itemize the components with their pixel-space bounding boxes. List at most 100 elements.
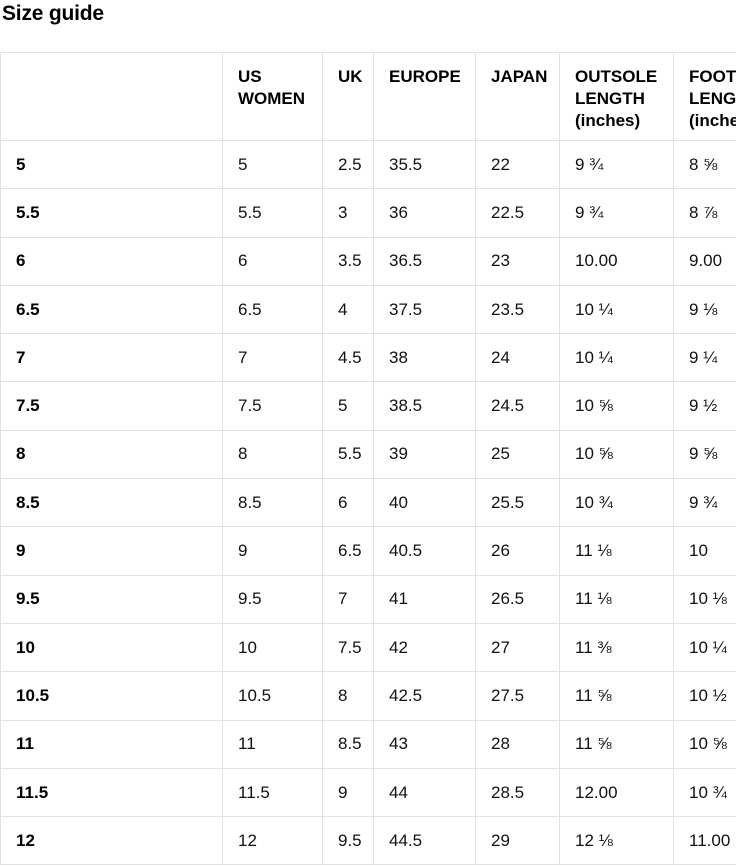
table-row: 11.5 11.5 9 44 28.5 12.00 10 ¾	[0, 767, 736, 818]
table-row: 6.5 6.5 4 37.5 23.5 10 ¼ 9 ⅛	[0, 284, 736, 335]
cell-us-women: 6.5	[222, 284, 323, 335]
cell-us-women: 7.5	[222, 381, 323, 431]
table-row: 11 11 8.5 43 28 11 ⅝ 10 ⅝	[0, 719, 736, 769]
cell-uk: 9	[322, 767, 374, 818]
cell-size: 6	[0, 236, 223, 286]
cell-foot-length: 9 ⅝	[673, 429, 736, 480]
cell-uk: 7	[322, 574, 374, 624]
cell-europe: 42	[373, 622, 476, 673]
cell-japan: 25.5	[475, 478, 560, 528]
cell-europe: 41	[373, 574, 476, 624]
cell-size: 8.5	[0, 478, 223, 528]
col-header-us-women: US WOMEN	[222, 52, 323, 141]
cell-foot-length: 10 ¼	[673, 622, 736, 673]
cell-foot-length: 10 ⅛	[673, 574, 736, 624]
cell-japan: 22	[475, 139, 560, 190]
cell-size: 7.5	[0, 381, 223, 431]
cell-uk: 8.5	[322, 719, 374, 769]
table-row: 8.5 8.5 6 40 25.5 10 ¾ 9 ¾	[0, 478, 736, 528]
cell-size: 7	[0, 333, 223, 383]
cell-uk: 2.5	[322, 139, 374, 190]
cell-uk: 5	[322, 381, 374, 431]
cell-europe: 39	[373, 429, 476, 480]
cell-europe: 38	[373, 333, 476, 383]
cell-us-women: 5	[222, 139, 323, 190]
cell-outsole-length: 11 ⅝	[559, 719, 674, 769]
cell-japan: 23.5	[475, 284, 560, 335]
cell-size: 9	[0, 526, 223, 576]
cell-europe: 44	[373, 767, 476, 818]
cell-size: 5	[0, 139, 223, 190]
cell-uk: 8	[322, 671, 374, 721]
table-row: 5.5 5.5 3 36 22.5 9 ¾ 8 ⅞	[0, 188, 736, 238]
cell-size: 11	[0, 719, 223, 769]
cell-europe: 36	[373, 188, 476, 238]
cell-europe: 42.5	[373, 671, 476, 721]
cell-europe: 40	[373, 478, 476, 528]
cell-us-women: 10	[222, 622, 323, 673]
cell-outsole-length: 10 ¾	[559, 478, 674, 528]
cell-uk: 3	[322, 188, 374, 238]
col-header-size	[0, 52, 223, 141]
cell-japan: 27.5	[475, 671, 560, 721]
cell-foot-length: 10 ½	[673, 671, 736, 721]
cell-foot-length: 9 ¼	[673, 333, 736, 383]
cell-europe: 37.5	[373, 284, 476, 335]
cell-japan: 29	[475, 816, 560, 866]
cell-europe: 38.5	[373, 381, 476, 431]
cell-outsole-length: 10 ¼	[559, 284, 674, 335]
cell-outsole-length: 10 ⅝	[559, 381, 674, 431]
cell-outsole-length: 12.00	[559, 767, 674, 818]
table-row: 5 5 2.5 35.5 22 9 ¾ 8 ⅝	[0, 139, 736, 190]
cell-japan: 22.5	[475, 188, 560, 238]
cell-size: 8	[0, 429, 223, 480]
cell-outsole-length: 11 ⅛	[559, 574, 674, 624]
cell-europe: 43	[373, 719, 476, 769]
cell-japan: 28.5	[475, 767, 560, 818]
cell-foot-length: 9.00	[673, 236, 736, 286]
cell-size: 12	[0, 816, 223, 866]
cell-uk: 7.5	[322, 622, 374, 673]
cell-europe: 44.5	[373, 816, 476, 866]
cell-foot-length: 9 ⅛	[673, 284, 736, 335]
col-header-foot-length: FOOT LENGTH (inches)	[673, 52, 736, 141]
table-row: 9.5 9.5 7 41 26.5 11 ⅛ 10 ⅛	[0, 574, 736, 624]
cell-us-women: 8.5	[222, 478, 323, 528]
cell-foot-length: 11.00	[673, 816, 736, 866]
cell-outsole-length: 12 ⅛	[559, 816, 674, 866]
cell-us-women: 10.5	[222, 671, 323, 721]
cell-size: 9.5	[0, 574, 223, 624]
cell-us-women: 11.5	[222, 767, 323, 818]
cell-europe: 36.5	[373, 236, 476, 286]
cell-outsole-length: 11 ⅛	[559, 526, 674, 576]
cell-uk: 5.5	[322, 429, 374, 480]
cell-us-women: 5.5	[222, 188, 323, 238]
cell-foot-length: 8 ⅞	[673, 188, 736, 238]
cell-us-women: 8	[222, 429, 323, 480]
size-guide-table: US WOMEN UK EUROPE JAPAN OUTSOLE LENGTH …	[0, 52, 736, 866]
cell-outsole-length: 10 ⅝	[559, 429, 674, 480]
cell-foot-length: 8 ⅝	[673, 139, 736, 190]
cell-japan: 27	[475, 622, 560, 673]
table-row: 12 12 9.5 44.5 29 12 ⅛ 11.00	[0, 816, 736, 866]
cell-outsole-length: 11 ⅝	[559, 671, 674, 721]
cell-outsole-length: 9 ¾	[559, 139, 674, 190]
table-row: 6 6 3.5 36.5 23 10.00 9.00	[0, 236, 736, 286]
cell-europe: 40.5	[373, 526, 476, 576]
table-row: 8 8 5.5 39 25 10 ⅝ 9 ⅝	[0, 429, 736, 480]
cell-foot-length: 9 ½	[673, 381, 736, 431]
cell-outsole-length: 9 ¾	[559, 188, 674, 238]
cell-size: 10.5	[0, 671, 223, 721]
cell-outsole-length: 11 ⅜	[559, 622, 674, 673]
table-row: 10.5 10.5 8 42.5 27.5 11 ⅝ 10 ½	[0, 671, 736, 721]
cell-foot-length: 10 ⅝	[673, 719, 736, 769]
col-header-outsole-length: OUTSOLE LENGTH (inches)	[559, 52, 674, 141]
cell-size: 10	[0, 622, 223, 673]
cell-uk: 4.5	[322, 333, 374, 383]
cell-japan: 24.5	[475, 381, 560, 431]
col-header-uk: UK	[322, 52, 374, 141]
col-header-japan: JAPAN	[475, 52, 560, 141]
cell-us-women: 12	[222, 816, 323, 866]
cell-outsole-length: 10 ¼	[559, 333, 674, 383]
table-row: 7 7 4.5 38 24 10 ¼ 9 ¼	[0, 333, 736, 383]
